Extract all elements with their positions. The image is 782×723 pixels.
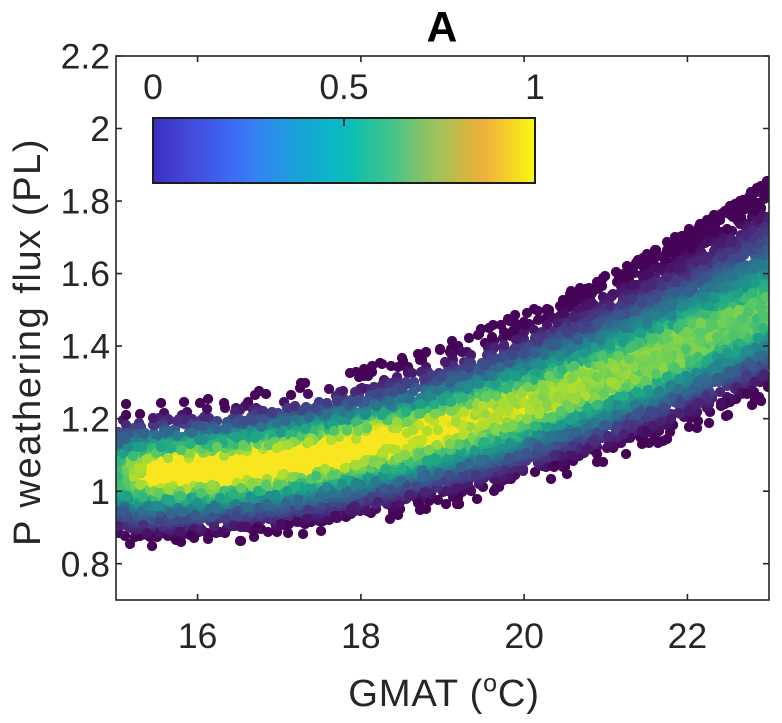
svg-text:0.8: 0.8 [61, 544, 110, 584]
svg-text:1.8: 1.8 [61, 182, 110, 222]
svg-text:2: 2 [90, 109, 110, 149]
svg-text:A: A [427, 5, 458, 52]
svg-text:16: 16 [178, 616, 218, 656]
svg-text:0.5: 0.5 [319, 67, 368, 107]
svg-text:0: 0 [143, 67, 163, 107]
svg-text:GMAT (oC): GMAT (oC) [348, 669, 540, 715]
svg-text:22: 22 [668, 616, 708, 656]
svg-text:1.6: 1.6 [61, 254, 110, 294]
svg-text:P weathering flux (PL): P weathering flux (PL) [6, 138, 49, 546]
svg-text:2.2: 2.2 [61, 37, 110, 77]
svg-text:18: 18 [341, 616, 381, 656]
svg-text:1.2: 1.2 [61, 399, 110, 439]
svg-text:1.4: 1.4 [61, 327, 110, 367]
svg-text:20: 20 [504, 616, 544, 656]
svg-text:1: 1 [90, 472, 110, 512]
svg-text:1: 1 [525, 67, 545, 107]
